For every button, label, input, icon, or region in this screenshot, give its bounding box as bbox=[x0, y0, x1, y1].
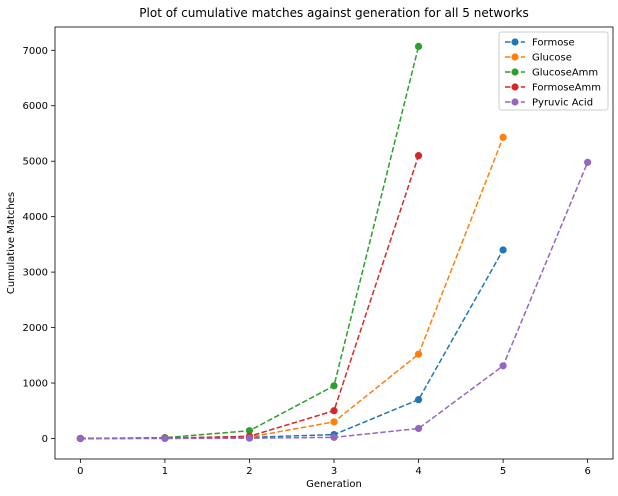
legend-item: Formose bbox=[505, 38, 575, 49]
data-point bbox=[76, 434, 84, 443]
data-point bbox=[330, 433, 338, 441]
y-tick-label: 5000 bbox=[23, 157, 48, 168]
series-line bbox=[80, 155, 420, 440]
data-point bbox=[414, 152, 423, 160]
legend-swatch-marker bbox=[511, 53, 519, 61]
plot-area bbox=[76, 42, 592, 443]
legend-swatch-marker bbox=[511, 83, 519, 91]
data-point bbox=[330, 407, 338, 415]
x-tick-label: 2 bbox=[246, 466, 252, 477]
legend-label: GlucoseAmm bbox=[532, 68, 598, 79]
data-point bbox=[499, 362, 507, 370]
chart-title: Plot of cumulative matches against gener… bbox=[139, 6, 528, 20]
legend-item: FormoseAmm bbox=[505, 83, 601, 94]
series-line bbox=[80, 46, 420, 440]
legend: Formose Glucose GlucoseAmm FormoseAmm Pyruvi… bbox=[498, 31, 609, 111]
y-tick-label: 1000 bbox=[23, 379, 48, 390]
legend-item: Pyruvic Acid bbox=[505, 98, 593, 109]
legend-item: Glucose bbox=[505, 53, 572, 64]
y-tick-label: 0 bbox=[42, 434, 48, 445]
series-glucose bbox=[76, 133, 507, 443]
legend-label: Glucose bbox=[532, 53, 572, 64]
y-tick-label: 7000 bbox=[23, 46, 48, 57]
legend-label: Pyruvic Acid bbox=[532, 98, 593, 109]
legend-swatch-marker bbox=[511, 98, 519, 106]
legend-box bbox=[498, 31, 609, 111]
series-line bbox=[80, 249, 504, 440]
data-point bbox=[414, 424, 423, 433]
data-point bbox=[584, 158, 592, 166]
x-tick-label: 1 bbox=[162, 466, 168, 477]
legend-item: GlucoseAmm bbox=[505, 68, 598, 79]
data-point bbox=[245, 434, 254, 442]
data-point bbox=[161, 434, 169, 443]
data-point bbox=[330, 382, 338, 390]
series-line bbox=[80, 162, 589, 440]
y-tick-label: 6000 bbox=[23, 101, 48, 112]
x-tick-label: 0 bbox=[77, 466, 83, 477]
x-tick-label: 5 bbox=[500, 466, 506, 477]
data-point bbox=[414, 42, 423, 51]
x-tick-label: 3 bbox=[331, 466, 337, 477]
legend-label: FormoseAmm bbox=[532, 83, 601, 94]
series-pyruvic-acid bbox=[76, 158, 592, 443]
data-point bbox=[414, 350, 423, 358]
y-tick-label: 4000 bbox=[23, 212, 48, 223]
y-axis: 0 1000 2000 3000 4000 5000 6000 7000 bbox=[23, 46, 55, 445]
x-axis-title: Generation bbox=[306, 479, 362, 490]
series-line bbox=[80, 137, 504, 440]
series-formoseamm bbox=[76, 152, 423, 443]
legend-swatch-marker bbox=[511, 68, 519, 76]
data-point bbox=[414, 396, 423, 404]
legend-label: Formose bbox=[532, 38, 575, 49]
y-axis-title: Cumulative Matches bbox=[6, 192, 17, 294]
data-point bbox=[499, 133, 507, 141]
x-tick-label: 6 bbox=[584, 466, 590, 477]
data-point bbox=[499, 246, 507, 254]
legend-swatch-marker bbox=[511, 38, 519, 46]
x-axis: 0 1 2 3 4 5 6 bbox=[77, 459, 591, 477]
data-point bbox=[245, 427, 254, 435]
y-tick-label: 2000 bbox=[23, 323, 48, 334]
x-tick-label: 4 bbox=[415, 466, 421, 477]
series-formose bbox=[76, 246, 507, 443]
y-tick-label: 3000 bbox=[23, 268, 48, 279]
series-glucoseamm bbox=[76, 42, 423, 443]
data-point bbox=[330, 418, 338, 426]
